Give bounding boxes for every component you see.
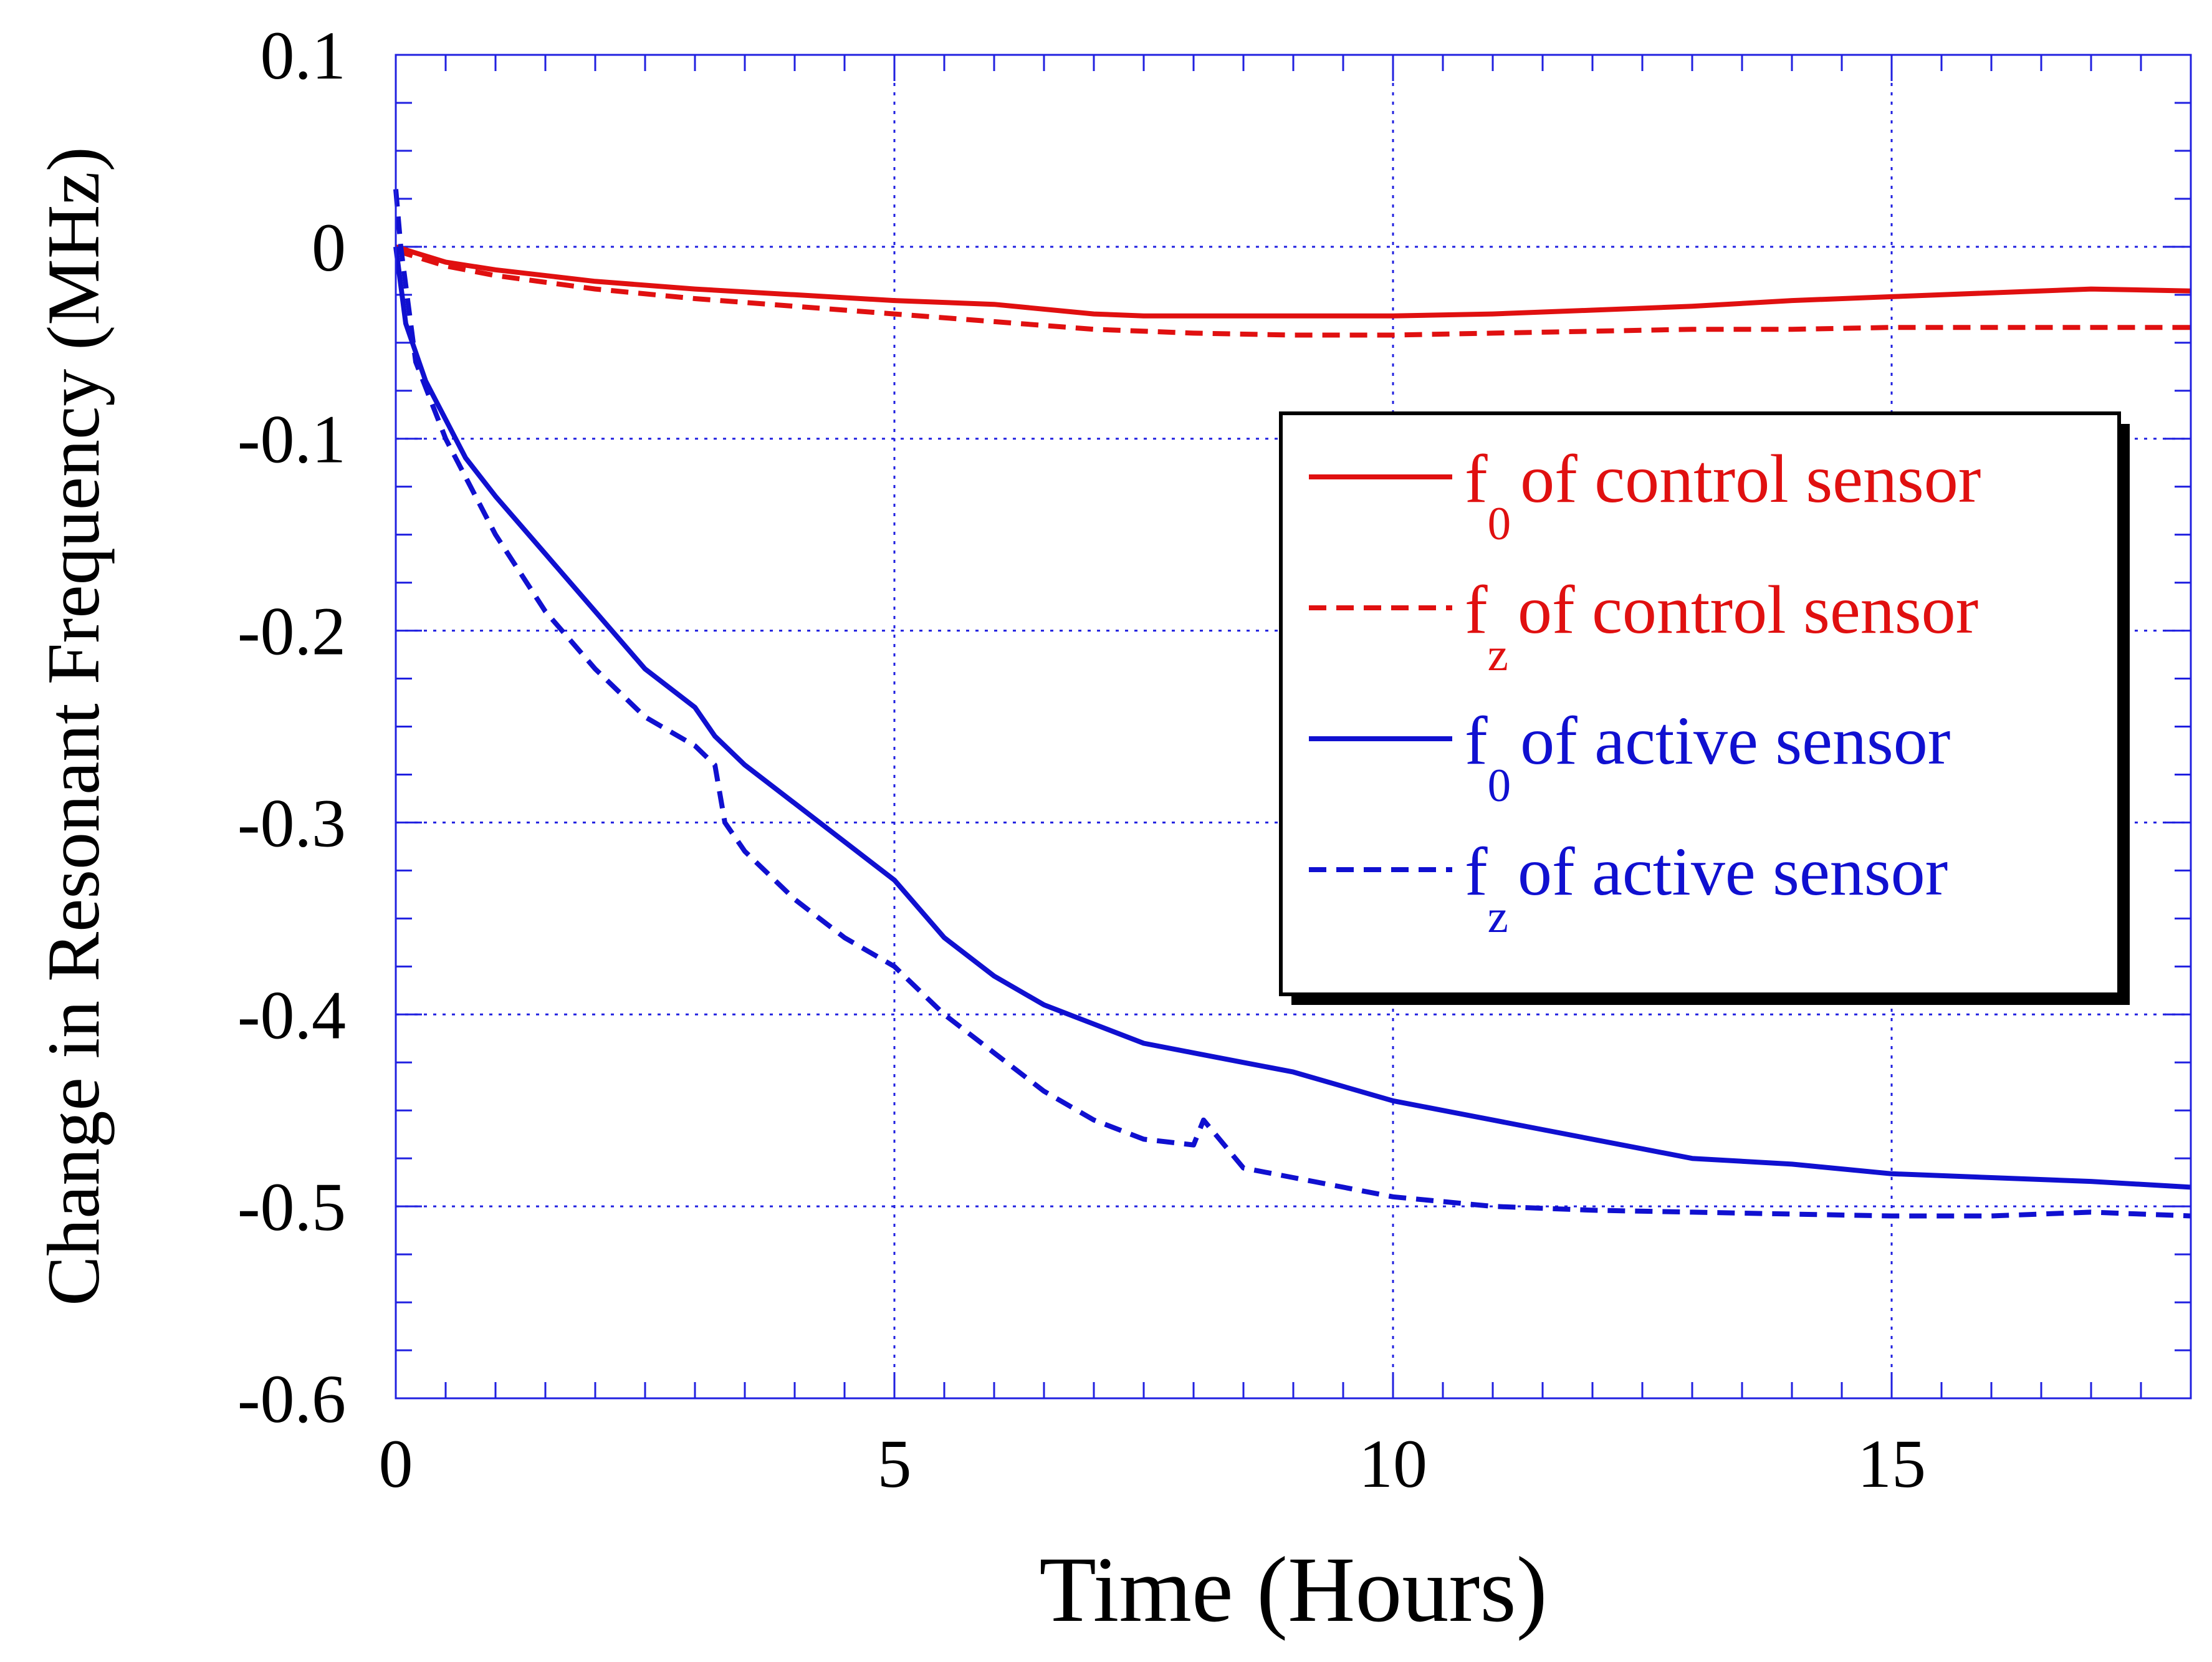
legend-item: fzof control sensor [1309,572,1978,681]
series-line-4 [393,189,2191,1219]
y-tick-label: -0.3 [237,785,346,861]
series-line-3 [393,246,2191,1190]
x-tick-labels: 0 5 10 15 [379,1426,1927,1502]
legend-item: f0of active sensor [1309,703,1950,812]
legend-label: f0of control sensor [1465,441,1981,550]
y-axis-label: Change in Resonant Frequency (MHz) [32,147,115,1306]
plot-frame [395,54,2192,1400]
x-axis-label: Time (Hours) [1039,1538,1547,1641]
x-tick-label: 15 [1857,1426,1926,1502]
legend-item: fzof active sensor [1309,833,1948,943]
legend-label: fzof control sensor [1465,572,1978,681]
legend-box [1279,411,2121,996]
x-tick-label: 0 [379,1426,413,1502]
legend: f0of control sensor fzof control sensor f0… [1279,411,2130,1005]
y-tick-label: -0.1 [237,401,346,478]
series-line-2 [395,248,2191,338]
series-line-1 [395,244,2191,319]
x-tick-label: 10 [1359,1426,1427,1502]
legend-label: f0of active sensor [1465,703,1950,812]
y-tick-label: 0 [312,209,346,286]
legend-item: f0of control sensor [1309,441,1981,550]
y-tick-label: -0.5 [237,1169,346,1245]
legend-label: fzof active sensor [1465,833,1948,943]
y-tick-label: -0.6 [237,1361,346,1437]
y-tick-label: -0.4 [237,977,346,1053]
x-tick-label: 5 [878,1426,912,1502]
y-tick-label: 0.1 [261,17,347,94]
y-tick-label: -0.2 [237,593,346,670]
series-layer [393,189,2191,1219]
y-tick-labels: 0.1 0 -0.1 -0.2 -0.3 -0.4 -0.5 -0.6 [237,17,346,1437]
